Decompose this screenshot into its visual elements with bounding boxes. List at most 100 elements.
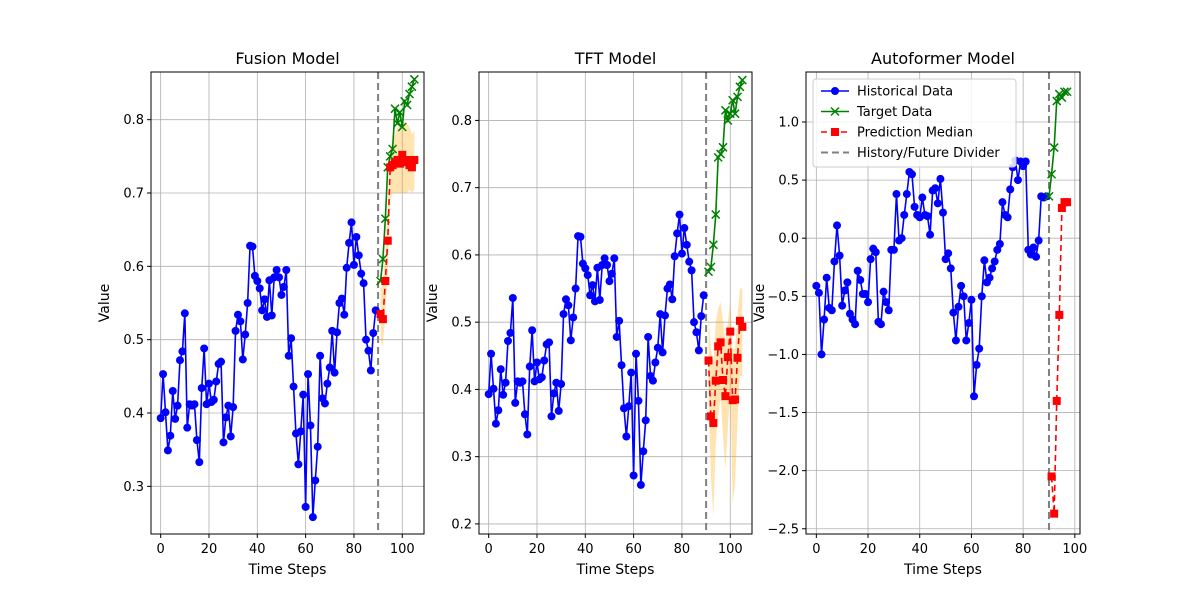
series-historical	[812, 156, 1051, 401]
data-point	[853, 266, 862, 275]
data-point	[508, 293, 517, 302]
data-point	[954, 302, 963, 311]
data-point	[197, 384, 206, 393]
data-point	[378, 315, 387, 324]
data-point	[212, 377, 221, 386]
data-point	[879, 287, 888, 296]
data-point	[499, 390, 508, 399]
data-point	[161, 408, 170, 417]
data-point	[1062, 87, 1072, 97]
data-point	[1029, 243, 1038, 252]
ticks: 0 20 40 60 80 100 0.2 0.3 0.4 0.5 0.6 0.7 0.8	[451, 114, 742, 557]
data-point	[569, 313, 578, 322]
data-point	[910, 202, 919, 211]
plot-title: Fusion Model	[235, 49, 339, 68]
x-tick-label: 0	[812, 542, 820, 557]
data-point	[677, 249, 686, 258]
data-point	[395, 159, 404, 168]
data-point	[168, 387, 177, 395]
data-point	[525, 362, 534, 371]
data-point	[612, 332, 621, 341]
data-point	[489, 384, 498, 393]
data-point	[706, 262, 716, 272]
plot-title: Autoformer Model	[871, 49, 1015, 68]
data-point	[320, 399, 329, 408]
data-point	[342, 263, 351, 272]
data-point	[308, 513, 317, 522]
data-point	[843, 278, 852, 287]
data-point	[1052, 96, 1062, 106]
data-point	[622, 432, 631, 441]
data-point	[967, 295, 976, 304]
data-point	[949, 308, 958, 317]
data-point	[661, 311, 670, 320]
data-point	[1013, 176, 1022, 185]
data-point	[1032, 252, 1041, 261]
x-tick-label: 0	[157, 542, 165, 557]
data-point	[204, 379, 213, 388]
y-tick-label: −2.0	[767, 464, 799, 479]
data-point	[299, 390, 308, 399]
data-point	[586, 291, 595, 300]
data-point	[195, 458, 204, 467]
data-point	[607, 269, 616, 278]
data-point	[362, 335, 371, 344]
series-historical	[484, 210, 708, 489]
data-point	[496, 365, 505, 374]
data-point	[812, 281, 821, 290]
y-tick-label: 0.2	[451, 517, 472, 532]
data-point	[537, 373, 546, 382]
data-point	[641, 416, 650, 425]
data-point	[388, 144, 398, 154]
data-point	[692, 328, 701, 337]
data-point	[708, 240, 718, 250]
data-point	[977, 292, 986, 301]
data-point	[629, 471, 638, 480]
data-point	[926, 230, 935, 239]
data-point	[723, 115, 733, 125]
data-point	[685, 257, 694, 266]
y-tick-label: 0.5	[123, 333, 144, 348]
data-point	[711, 210, 721, 220]
data-point	[277, 290, 286, 299]
data-point	[990, 257, 999, 266]
data-point	[944, 249, 953, 258]
data-point	[410, 156, 419, 164]
data-point	[673, 229, 682, 238]
data-point	[397, 122, 407, 132]
data-point	[833, 221, 842, 230]
axes-frame	[805, 71, 1081, 535]
data-point	[605, 277, 614, 286]
data-point	[395, 107, 405, 117]
panel-autoformer-model: 0 20 40 60 80 100 1.0 0.5 0.0 −0.5 −1.0 −1.5 −2.0 −2.…	[752, 49, 1087, 578]
data-point	[988, 264, 997, 273]
data-point	[680, 224, 689, 233]
data-point	[738, 322, 747, 331]
data-point	[520, 410, 529, 419]
series-target	[1044, 87, 1072, 201]
data-point	[311, 476, 320, 485]
data-point	[636, 480, 645, 489]
data-point	[296, 427, 305, 436]
legend-label: Prediction Median	[857, 126, 973, 141]
series-prediction	[376, 150, 419, 324]
series-line	[707, 320, 744, 424]
data-point	[347, 218, 356, 227]
y-tick-label: 1.0	[778, 115, 799, 130]
x-tick-label: 100	[1062, 542, 1087, 557]
legend-label: Historical Data	[857, 85, 953, 100]
data-point	[330, 368, 339, 377]
data-point	[720, 105, 730, 115]
x-tick-label: 80	[346, 542, 363, 557]
data-point	[610, 254, 619, 263]
series-group	[812, 87, 1072, 518]
x-tick-label: 100	[718, 542, 743, 557]
data-point	[936, 174, 945, 183]
x-tick-label: 60	[625, 542, 642, 557]
data-point	[985, 273, 994, 282]
data-point	[670, 252, 679, 261]
data-point	[730, 109, 740, 119]
data-point	[972, 360, 981, 369]
data-point	[714, 342, 723, 351]
